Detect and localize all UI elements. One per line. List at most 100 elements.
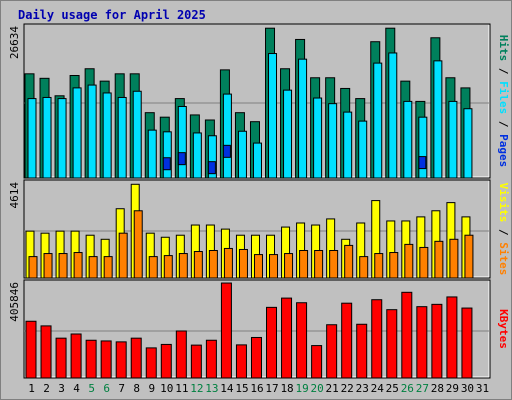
bar-files (162, 131, 172, 179)
bar-kbytes (190, 344, 202, 379)
bar-sites (193, 251, 203, 279)
bar-kbytes (25, 320, 37, 379)
bar-files (252, 142, 262, 179)
day-label: 22 (341, 382, 354, 395)
day-label: 26 (401, 382, 414, 395)
y-max-label: 405846 (8, 282, 21, 322)
bar-files (403, 100, 413, 179)
bar-files (177, 105, 187, 179)
bar-files (27, 98, 37, 179)
bar-kbytes (311, 345, 323, 379)
bar-kbytes (401, 291, 413, 379)
legend-panel-1: Hits / Files / Pages (497, 35, 510, 168)
bar-sites (359, 256, 369, 279)
day-label: 17 (265, 382, 278, 395)
day-label: 5 (88, 382, 95, 395)
bar-kbytes (266, 306, 278, 379)
bar-files (147, 129, 157, 179)
day-label: 6 (103, 382, 110, 395)
day-label: 20 (311, 382, 324, 395)
bar-kbytes (386, 309, 398, 379)
bar-sites (389, 252, 399, 279)
bar-files (343, 111, 353, 179)
bar-sites (299, 249, 309, 279)
bar-sites (163, 255, 173, 279)
legend-separator: / (497, 61, 510, 81)
legend-visits: Visits (497, 183, 510, 223)
day-label: 2 (43, 382, 50, 395)
bar-sites (434, 240, 444, 279)
y-max-label: 26634 (8, 26, 21, 59)
day-label: 23 (356, 382, 369, 395)
bar-files (237, 130, 247, 179)
bar-kbytes (296, 302, 308, 379)
bar-files (358, 120, 368, 179)
day-label: 30 (461, 382, 474, 395)
legend-kbytes: KBytes (497, 309, 510, 349)
bar-kbytes (115, 341, 127, 379)
day-label: 27 (416, 382, 429, 395)
bar-pages (222, 144, 231, 158)
bar-files (72, 87, 82, 179)
bar-kbytes (175, 330, 187, 379)
bar-sites (43, 253, 53, 279)
bar-files (207, 135, 217, 179)
bar-files (57, 98, 67, 179)
bar-kbytes (416, 306, 428, 379)
day-label: 7 (118, 382, 125, 395)
day-label: 25 (386, 382, 399, 395)
bar-sites (344, 244, 354, 279)
bar-sites (88, 256, 98, 279)
day-label: 31 (476, 382, 489, 395)
legend-separator: / (497, 114, 510, 134)
legend-panel-3: KBytes (497, 309, 510, 349)
day-label: 4 (73, 382, 80, 395)
bar-sites (28, 256, 38, 279)
bar-sites (419, 246, 429, 279)
day-label: 24 (371, 382, 385, 395)
bar-files (433, 60, 443, 179)
bar-sites (178, 253, 188, 279)
bar-sites (148, 256, 158, 279)
bar-sites (223, 247, 233, 279)
bar-files (313, 97, 323, 179)
bar-pages (162, 157, 171, 171)
bar-pages (177, 152, 186, 166)
bar-files (132, 90, 142, 179)
day-label: 14 (220, 382, 234, 395)
day-label: 21 (326, 382, 339, 395)
bar-pages (207, 161, 216, 175)
bar-sites (208, 249, 218, 279)
day-label: 1 (28, 382, 35, 395)
bar-sites (314, 249, 324, 279)
bar-files (448, 100, 458, 179)
bar-kbytes (371, 299, 383, 379)
bar-sites (329, 249, 339, 279)
legend-hits: Hits (497, 35, 510, 62)
bar-files (102, 92, 112, 179)
bar-files (388, 52, 398, 179)
bar-kbytes (55, 337, 67, 379)
legend-separator: / (497, 222, 510, 242)
bar-sites (253, 254, 263, 279)
bar-sites (118, 232, 128, 279)
bar-files (298, 58, 308, 179)
bar-files (42, 96, 52, 179)
bar-kbytes (341, 302, 353, 379)
bar-files (373, 62, 383, 179)
bar-sites (103, 256, 113, 279)
bar-sites (449, 238, 459, 279)
bar-kbytes (145, 347, 157, 379)
bar-kbytes (235, 344, 247, 379)
bar-kbytes (70, 333, 82, 379)
bar-sites (464, 234, 474, 279)
bar-sites (238, 248, 248, 279)
bar-files (463, 108, 473, 179)
bar-files (222, 93, 232, 179)
bar-files (283, 89, 293, 179)
bar-sites (58, 253, 68, 279)
legend-sites: Sites (497, 242, 510, 275)
day-label: 11 (175, 382, 188, 395)
day-label: 16 (250, 382, 263, 395)
